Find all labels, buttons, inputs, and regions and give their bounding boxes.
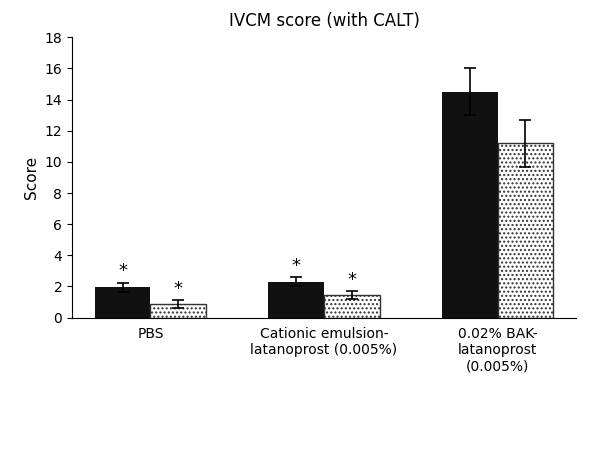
- Y-axis label: Score: Score: [24, 156, 39, 199]
- Bar: [324, 295, 380, 318]
- Bar: [497, 143, 553, 318]
- Title: IVCM score (with CALT): IVCM score (with CALT): [229, 12, 419, 30]
- Text: *: *: [292, 257, 301, 275]
- Text: *: *: [347, 271, 356, 289]
- Text: *: *: [174, 280, 183, 298]
- Text: *: *: [118, 262, 127, 280]
- Bar: [95, 287, 151, 318]
- Bar: [151, 304, 206, 318]
- Bar: [268, 282, 324, 318]
- Bar: [442, 92, 497, 318]
